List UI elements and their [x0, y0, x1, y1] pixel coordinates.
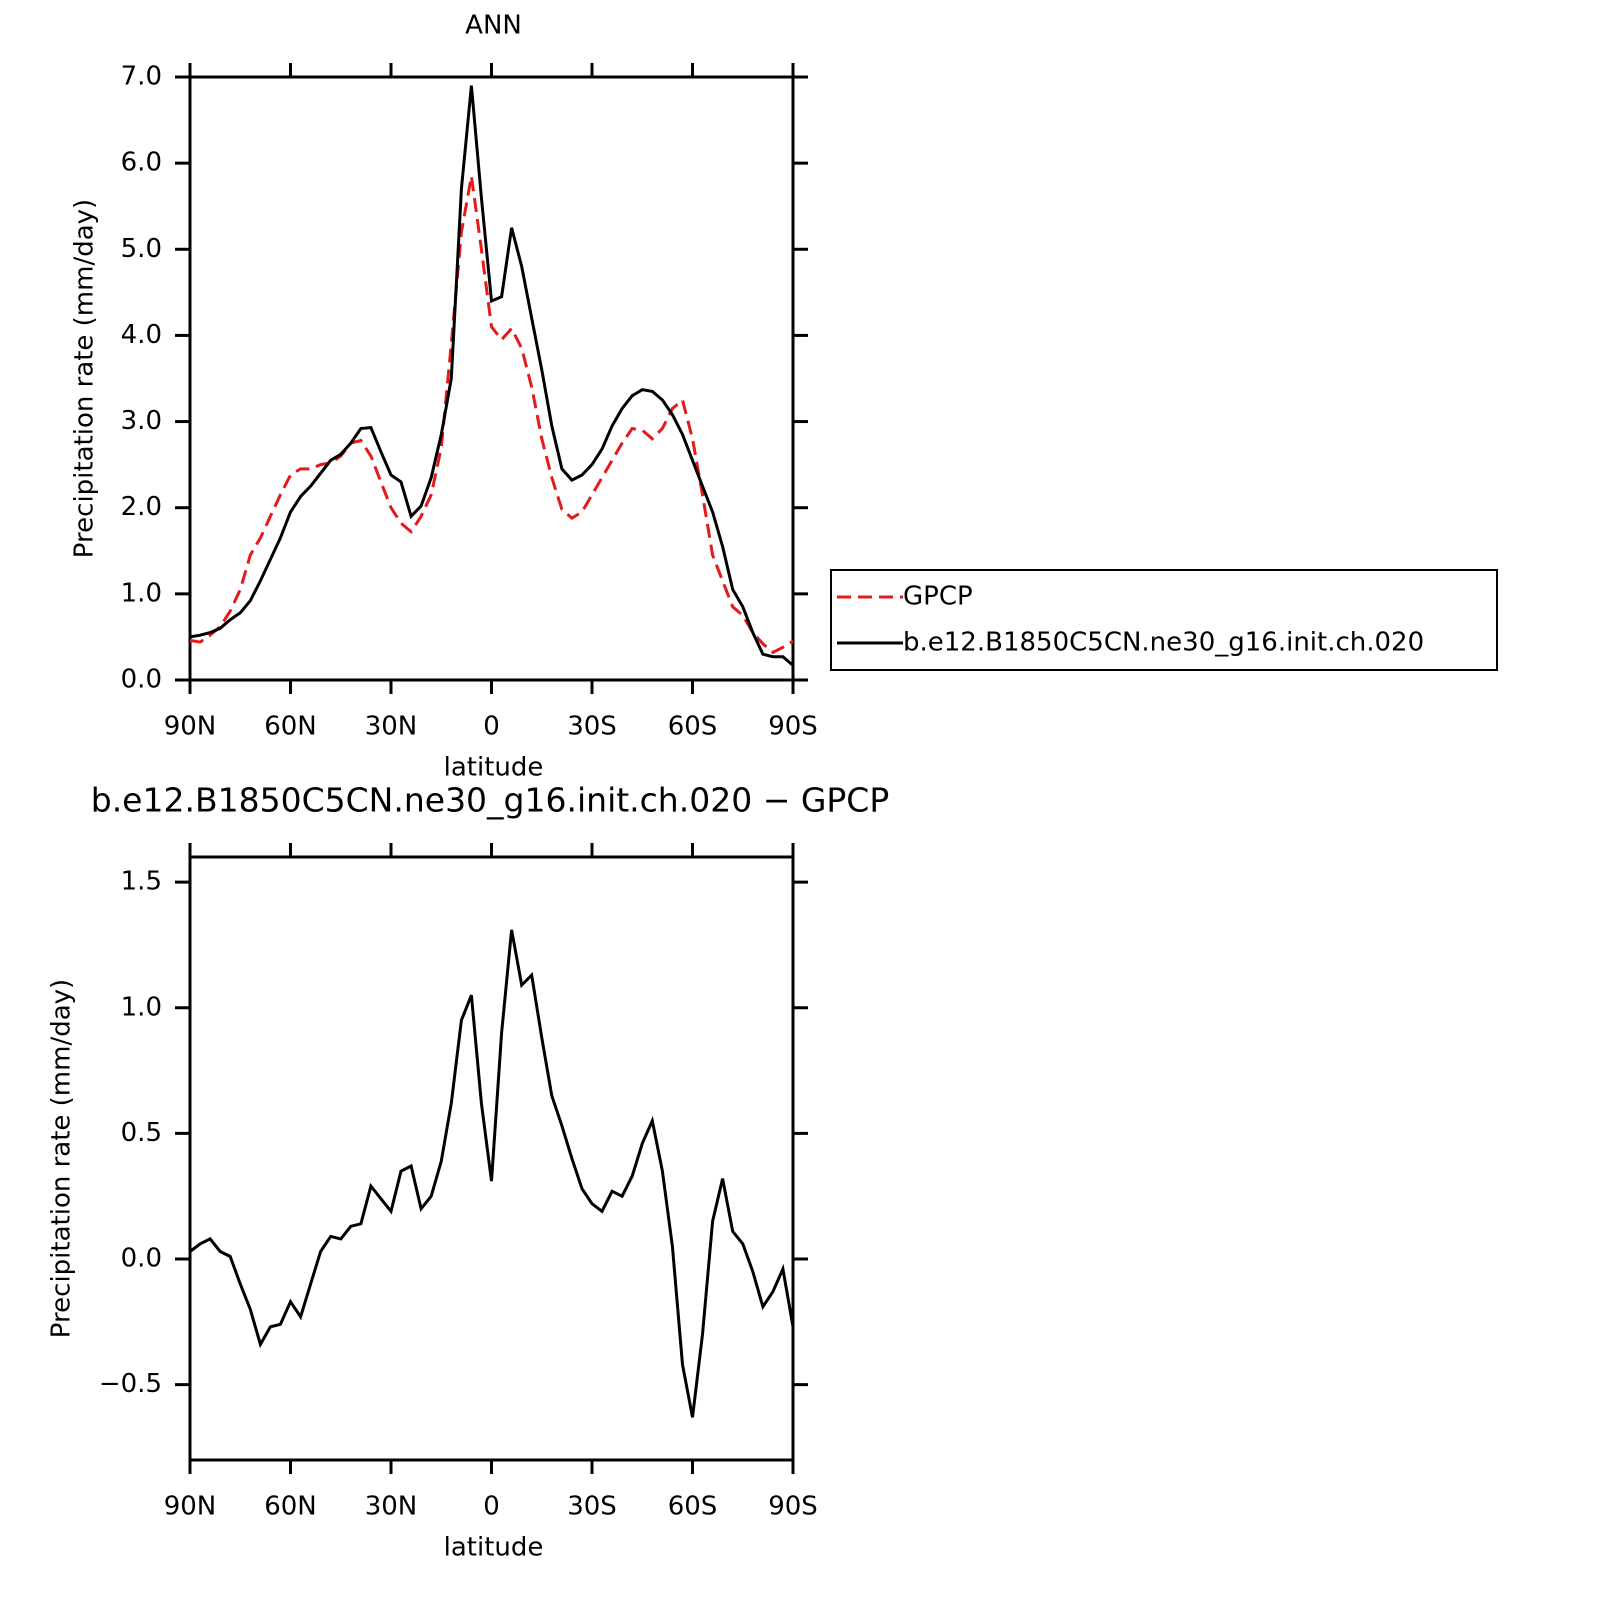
legend-label: GPCP: [903, 582, 973, 612]
x-tick-label: 90S: [768, 712, 818, 742]
x-tick-label: 30N: [365, 712, 418, 742]
legend-label: b.e12.B1850C5CN.ne30_g16.init.ch.020: [903, 628, 1424, 658]
data-line: [189, 929, 795, 1418]
y-tick-label: 1.5: [121, 867, 162, 897]
y-tick-label: 3.0: [121, 406, 162, 436]
x-tick-label: 60N: [264, 1492, 317, 1522]
y-axis-label: Precipitation rate (mm/day): [70, 199, 100, 558]
y-axis-label: Precipitation rate (mm/day): [47, 979, 77, 1338]
legend-box: [830, 569, 1498, 671]
x-tick-label: 90N: [164, 1492, 217, 1522]
x-tick-label: 60N: [264, 712, 317, 742]
y-tick-label: 4.0: [121, 320, 162, 350]
x-tick-label: 30S: [567, 1492, 617, 1522]
x-tick-label: 60S: [668, 712, 718, 742]
y-tick-label: 5.0: [121, 234, 162, 264]
data-line: [189, 85, 794, 667]
x-axis-label: latitude: [444, 753, 544, 783]
y-tick-label: −0.5: [99, 1369, 162, 1399]
x-tick-label: 0: [483, 1492, 500, 1522]
y-tick-label: 2.0: [121, 492, 162, 522]
x-tick-label: 90S: [768, 1492, 818, 1522]
y-tick-label: 1.0: [121, 578, 162, 608]
x-tick-label: 0: [483, 712, 500, 742]
x-tick-label: 30N: [365, 1492, 418, 1522]
x-axis-label: latitude: [444, 1533, 544, 1563]
y-tick-label: 1.0: [121, 992, 162, 1022]
plot-frame: [188, 75, 795, 682]
y-tick-label: 7.0: [121, 62, 162, 92]
x-tick-label: 60S: [668, 1492, 718, 1522]
plot-frame: [188, 855, 795, 1462]
chart-title: b.e12.B1850C5CN.ne30_g16.init.ch.020 − G…: [91, 781, 890, 820]
y-tick-label: 0.0: [121, 1244, 162, 1274]
chart-title: ANN: [465, 11, 522, 41]
x-tick-label: 90N: [164, 712, 217, 742]
y-tick-label: 0.0: [121, 665, 162, 695]
y-tick-label: 0.5: [121, 1118, 162, 1148]
x-tick-label: 30S: [567, 712, 617, 742]
data-line: [189, 175, 794, 655]
y-tick-label: 6.0: [121, 148, 162, 178]
